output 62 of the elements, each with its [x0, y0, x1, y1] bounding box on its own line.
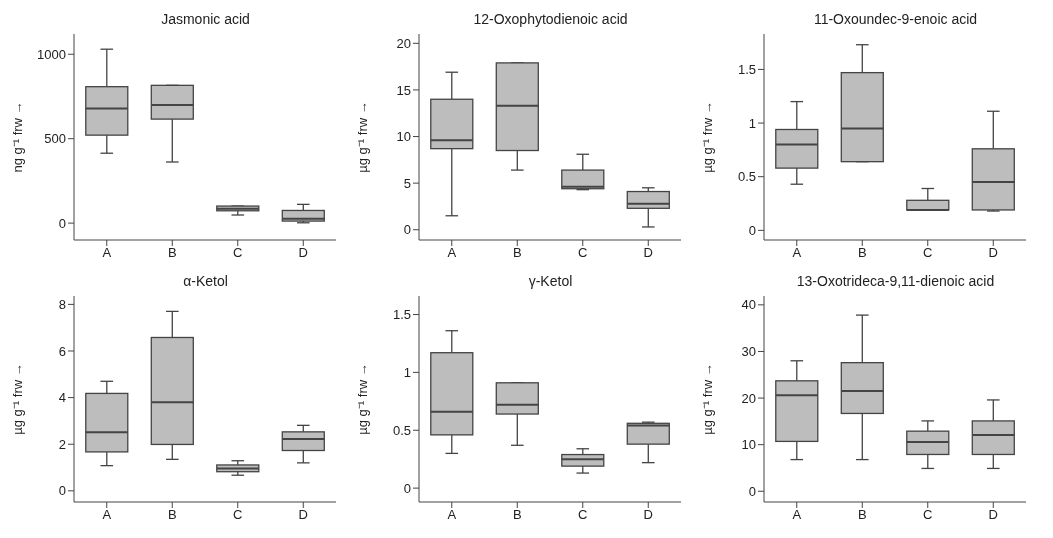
x-tick-label: C — [578, 245, 588, 261]
y-tick-label: 10 — [396, 129, 411, 145]
y-tick-label: 0 — [58, 483, 66, 499]
x-tick-label: A — [792, 245, 802, 261]
y-tick-label: 0 — [748, 483, 756, 499]
x-tick-label: B — [167, 507, 177, 523]
y-axis-title: µg g⁻¹ frw → — [699, 101, 715, 173]
y-tick-label: 10 — [741, 437, 756, 453]
y-tick-label: 8 — [58, 297, 66, 312]
y-axis-title: ng g⁻¹ frw → — [9, 101, 25, 173]
y-tick-label: 0 — [403, 222, 411, 238]
x-tick-label: D — [298, 507, 308, 523]
y-tick-label: 0.5 — [392, 422, 411, 438]
x-tick-label: B — [857, 245, 867, 261]
chart-title: γ-Ketol — [527, 272, 574, 291]
chart-title: 12-Oxophytodienoic acid — [472, 10, 629, 29]
y-tick-label: 5 — [403, 175, 411, 191]
x-tick-label: D — [988, 507, 998, 523]
y-tick-label: 0 — [403, 480, 411, 496]
x-tick-label: D — [988, 245, 998, 261]
x-tick-label: A — [792, 507, 802, 523]
chart-title: 11-Oxoundec-9-enoic acid — [812, 10, 979, 29]
x-tick-label: C — [923, 245, 933, 261]
y-axis-title: µg g⁻¹ frw → — [354, 101, 370, 173]
chart-title: α-Ketol — [182, 272, 229, 291]
y-tick-label: 20 — [396, 35, 411, 51]
y-tick-label: 6 — [58, 343, 66, 359]
y-tick-label: 40 — [741, 297, 756, 313]
x-tick-label: B — [512, 245, 522, 261]
y-axis-title: µg g⁻¹ frw → — [354, 363, 370, 435]
chart-title: 13-Oxotrideca-9,11-dienoic acid — [795, 272, 996, 291]
x-tick-label: D — [298, 245, 308, 261]
y-tick-label: 0.5 — [737, 169, 756, 185]
x-tick-label: A — [447, 507, 457, 523]
y-tick-label: 30 — [741, 344, 756, 360]
x-tick-label: D — [643, 507, 653, 523]
x-tick-label: C — [233, 507, 243, 523]
y-tick-label: 0 — [58, 215, 66, 231]
x-tick-label: B — [512, 507, 522, 523]
x-tick-label: C — [233, 245, 243, 261]
y-tick-label: 1 — [403, 365, 411, 380]
y-tick-label: 1000 — [37, 46, 66, 62]
x-tick-label: C — [578, 507, 588, 523]
chart-title: Jasmonic acid — [160, 10, 251, 29]
y-tick-label: 0 — [748, 222, 756, 238]
x-tick-label: B — [857, 507, 867, 523]
y-tick-label: 1 — [748, 115, 756, 131]
y-tick-label: 15 — [396, 82, 411, 98]
y-tick-label: 20 — [741, 390, 756, 406]
x-tick-label: D — [643, 245, 653, 261]
y-axis-title: µg g⁻¹ frw → — [9, 363, 25, 435]
x-tick-label: A — [102, 507, 112, 523]
x-tick-label: A — [447, 245, 457, 261]
y-tick-label: 2 — [58, 436, 66, 452]
y-tick-label: 1.5 — [737, 62, 756, 78]
x-tick-label: B — [167, 245, 177, 261]
y-tick-label: 500 — [44, 131, 66, 147]
y-axis-title: µg g⁻¹ frw → — [699, 363, 715, 435]
x-tick-label: A — [102, 245, 112, 261]
x-tick-label: C — [923, 507, 933, 523]
y-tick-label: 1.5 — [392, 307, 411, 323]
y-tick-label: 4 — [58, 390, 66, 406]
